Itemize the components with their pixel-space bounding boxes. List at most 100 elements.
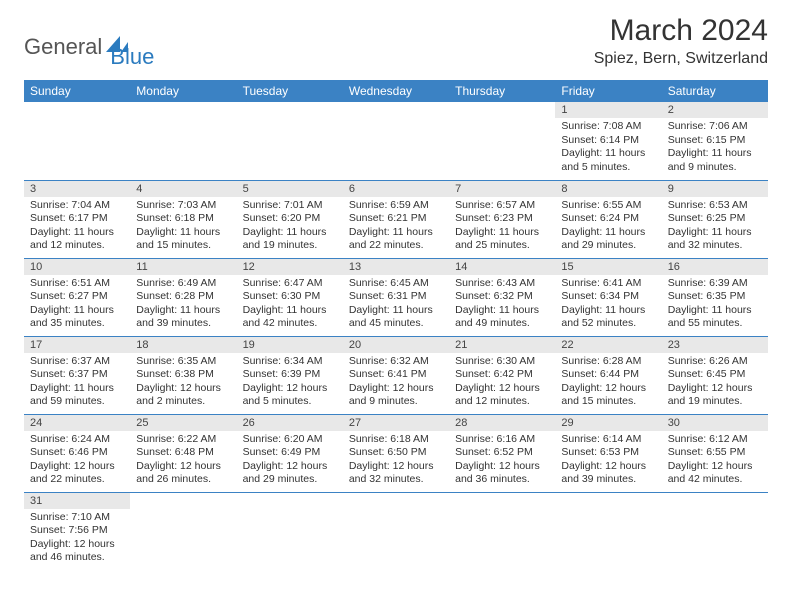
sunset-text: Sunset: 6:17 PM [30,212,124,226]
day-content: Sunrise: 6:34 AMSunset: 6:39 PMDaylight:… [237,353,343,414]
day-content: Sunrise: 6:37 AMSunset: 6:37 PMDaylight:… [24,353,130,414]
logo-text-general: General [24,34,102,60]
sunrise-text: Sunrise: 6:55 AM [561,199,655,213]
daylight-text: Daylight: 12 hours and 5 minutes. [243,382,337,409]
daylight-text: Daylight: 11 hours and 9 minutes. [668,147,762,174]
sunset-text: Sunset: 6:45 PM [668,368,762,382]
daylight-text: Daylight: 12 hours and 46 minutes. [30,538,124,565]
calendar-cell: 10Sunrise: 6:51 AMSunset: 6:27 PMDayligh… [24,258,130,336]
sunset-text: Sunset: 6:27 PM [30,290,124,304]
sunrise-text: Sunrise: 6:24 AM [30,433,124,447]
calendar-cell [449,492,555,570]
calendar-cell: 12Sunrise: 6:47 AMSunset: 6:30 PMDayligh… [237,258,343,336]
daylight-text: Daylight: 11 hours and 42 minutes. [243,304,337,331]
day-number: 31 [24,493,130,509]
day-number: 30 [662,415,768,431]
daylight-text: Daylight: 11 hours and 5 minutes. [561,147,655,174]
sunset-text: Sunset: 6:30 PM [243,290,337,304]
sunrise-text: Sunrise: 6:35 AM [136,355,230,369]
day-number: 23 [662,337,768,353]
day-number: 19 [237,337,343,353]
day-content: Sunrise: 6:59 AMSunset: 6:21 PMDaylight:… [343,197,449,258]
daylight-text: Daylight: 12 hours and 39 minutes. [561,460,655,487]
day-number: 8 [555,181,661,197]
day-number: 22 [555,337,661,353]
calendar-cell: 27Sunrise: 6:18 AMSunset: 6:50 PMDayligh… [343,414,449,492]
calendar-cell: 16Sunrise: 6:39 AMSunset: 6:35 PMDayligh… [662,258,768,336]
sunrise-text: Sunrise: 6:41 AM [561,277,655,291]
calendar-cell: 5Sunrise: 7:01 AMSunset: 6:20 PMDaylight… [237,180,343,258]
sunset-text: Sunset: 6:44 PM [561,368,655,382]
sunrise-text: Sunrise: 7:03 AM [136,199,230,213]
day-number: 25 [130,415,236,431]
daylight-text: Daylight: 11 hours and 55 minutes. [668,304,762,331]
day-content: Sunrise: 6:35 AMSunset: 6:38 PMDaylight:… [130,353,236,414]
logo: General Blue [24,24,154,70]
calendar-cell: 15Sunrise: 6:41 AMSunset: 6:34 PMDayligh… [555,258,661,336]
calendar-cell: 25Sunrise: 6:22 AMSunset: 6:48 PMDayligh… [130,414,236,492]
sunrise-text: Sunrise: 6:30 AM [455,355,549,369]
sunset-text: Sunset: 6:48 PM [136,446,230,460]
day-content: Sunrise: 7:03 AMSunset: 6:18 PMDaylight:… [130,197,236,258]
sunset-text: Sunset: 6:15 PM [668,134,762,148]
day-number: 10 [24,259,130,275]
calendar-cell: 3Sunrise: 7:04 AMSunset: 6:17 PMDaylight… [24,180,130,258]
day-content: Sunrise: 6:20 AMSunset: 6:49 PMDaylight:… [237,431,343,492]
day-content: Sunrise: 6:51 AMSunset: 6:27 PMDaylight:… [24,275,130,336]
sunrise-text: Sunrise: 6:14 AM [561,433,655,447]
calendar-row: 3Sunrise: 7:04 AMSunset: 6:17 PMDaylight… [24,180,768,258]
sunset-text: Sunset: 6:24 PM [561,212,655,226]
day-number: 15 [555,259,661,275]
day-content: Sunrise: 6:49 AMSunset: 6:28 PMDaylight:… [130,275,236,336]
sunrise-text: Sunrise: 7:04 AM [30,199,124,213]
daylight-text: Daylight: 12 hours and 2 minutes. [136,382,230,409]
calendar-cell [343,492,449,570]
header: General Blue March 2024 Spiez, Bern, Swi… [24,14,768,70]
calendar-row: 10Sunrise: 6:51 AMSunset: 6:27 PMDayligh… [24,258,768,336]
daylight-text: Daylight: 11 hours and 35 minutes. [30,304,124,331]
calendar-cell: 6Sunrise: 6:59 AMSunset: 6:21 PMDaylight… [343,180,449,258]
sunset-text: Sunset: 6:38 PM [136,368,230,382]
daylight-text: Daylight: 11 hours and 19 minutes. [243,226,337,253]
sunset-text: Sunset: 6:42 PM [455,368,549,382]
sunset-text: Sunset: 6:23 PM [455,212,549,226]
day-content: Sunrise: 6:30 AMSunset: 6:42 PMDaylight:… [449,353,555,414]
location-text: Spiez, Bern, Switzerland [594,50,768,68]
day-content: Sunrise: 6:24 AMSunset: 6:46 PMDaylight:… [24,431,130,492]
daylight-text: Daylight: 12 hours and 36 minutes. [455,460,549,487]
day-number: 18 [130,337,236,353]
day-number: 21 [449,337,555,353]
calendar-cell [237,102,343,180]
daylight-text: Daylight: 11 hours and 59 minutes. [30,382,124,409]
day-number: 2 [662,102,768,118]
sunset-text: Sunset: 6:50 PM [349,446,443,460]
day-number: 1 [555,102,661,118]
sunset-text: Sunset: 6:37 PM [30,368,124,382]
day-number: 6 [343,181,449,197]
day-content: Sunrise: 6:26 AMSunset: 6:45 PMDaylight:… [662,353,768,414]
daylight-text: Daylight: 11 hours and 25 minutes. [455,226,549,253]
calendar-cell: 21Sunrise: 6:30 AMSunset: 6:42 PMDayligh… [449,336,555,414]
daylight-text: Daylight: 12 hours and 12 minutes. [455,382,549,409]
calendar-cell: 14Sunrise: 6:43 AMSunset: 6:32 PMDayligh… [449,258,555,336]
calendar-row: 1Sunrise: 7:08 AMSunset: 6:14 PMDaylight… [24,102,768,180]
calendar-cell [662,492,768,570]
calendar-cell: 7Sunrise: 6:57 AMSunset: 6:23 PMDaylight… [449,180,555,258]
daylight-text: Daylight: 12 hours and 9 minutes. [349,382,443,409]
day-content: Sunrise: 6:57 AMSunset: 6:23 PMDaylight:… [449,197,555,258]
sunset-text: Sunset: 6:41 PM [349,368,443,382]
daylight-text: Daylight: 12 hours and 42 minutes. [668,460,762,487]
daylight-text: Daylight: 11 hours and 32 minutes. [668,226,762,253]
sunset-text: Sunset: 6:28 PM [136,290,230,304]
calendar-cell [343,102,449,180]
weekday-header: Thursday [449,80,555,102]
day-content: Sunrise: 6:22 AMSunset: 6:48 PMDaylight:… [130,431,236,492]
day-number: 14 [449,259,555,275]
daylight-text: Daylight: 12 hours and 22 minutes. [30,460,124,487]
day-content: Sunrise: 6:16 AMSunset: 6:52 PMDaylight:… [449,431,555,492]
calendar-cell: 22Sunrise: 6:28 AMSunset: 6:44 PMDayligh… [555,336,661,414]
calendar-cell: 31Sunrise: 7:10 AMSunset: 7:56 PMDayligh… [24,492,130,570]
calendar-cell: 2Sunrise: 7:06 AMSunset: 6:15 PMDaylight… [662,102,768,180]
sunrise-text: Sunrise: 6:57 AM [455,199,549,213]
calendar-cell: 1Sunrise: 7:08 AMSunset: 6:14 PMDaylight… [555,102,661,180]
